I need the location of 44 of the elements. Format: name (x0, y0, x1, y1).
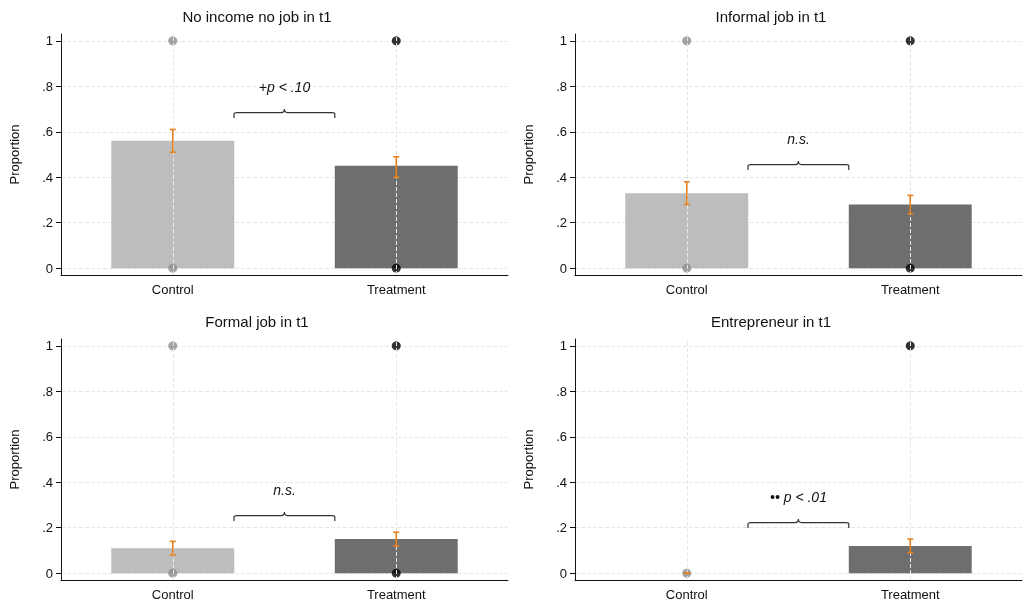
chart-title: Formal job in t1 (205, 313, 309, 330)
annotation: +p < .10 (257, 79, 312, 96)
y-tick-label: 1 (559, 338, 567, 354)
y-tick-label: .4 (42, 474, 53, 490)
y-tick-label: .8 (556, 78, 567, 94)
y-tick-label: .4 (42, 169, 53, 185)
y-axis-title: Proportion (521, 429, 536, 490)
y-tick-label: .8 (42, 78, 53, 94)
y-tick-label: 0 (559, 260, 567, 276)
y-tick-label: .6 (556, 429, 567, 445)
y-axis-title: Proportion (7, 124, 22, 185)
y-tick-label: .2 (556, 215, 567, 231)
chart-title: Informal job in t1 (715, 8, 827, 25)
y-tick-label: .4 (556, 474, 567, 490)
y-tick-label: .6 (556, 124, 567, 140)
x-tick-label: Treatment (880, 587, 941, 602)
y-tick-label: 0 (45, 260, 53, 276)
y-axis-title: Proportion (7, 429, 22, 490)
y-tick-label: .8 (42, 383, 53, 399)
annotation: n.s. (786, 131, 811, 148)
y-axis-title: Proportion (521, 124, 536, 185)
y-tick-label: 1 (45, 33, 53, 49)
y-tick-label: 0 (559, 565, 567, 581)
y-tick-label: .2 (42, 520, 53, 536)
x-tick-label: Treatment (366, 587, 427, 602)
chart-title: No income no job in t1 (182, 8, 332, 25)
x-tick-label: Treatment (880, 282, 941, 297)
y-tick-label: .2 (42, 215, 53, 231)
y-tick-label: .6 (42, 429, 53, 445)
x-tick-label: Control (665, 587, 708, 602)
y-tick-label: .8 (556, 383, 567, 399)
y-tick-label: 1 (45, 338, 53, 354)
y-tick-label: 1 (559, 33, 567, 49)
annotation: n.s. (272, 481, 297, 498)
y-tick-label: .2 (556, 520, 567, 536)
annotation: •• p < .01 (769, 488, 828, 505)
y-tick-label: .6 (42, 124, 53, 140)
y-tick-label: .4 (556, 169, 567, 185)
x-tick-label: Treatment (366, 282, 427, 297)
y-tick-label: 0 (45, 565, 53, 581)
x-tick-label: Control (151, 587, 194, 602)
x-tick-label: Control (665, 282, 708, 297)
x-tick-label: Control (151, 282, 194, 297)
chart-title: Entrepreneur in t1 (710, 313, 832, 330)
